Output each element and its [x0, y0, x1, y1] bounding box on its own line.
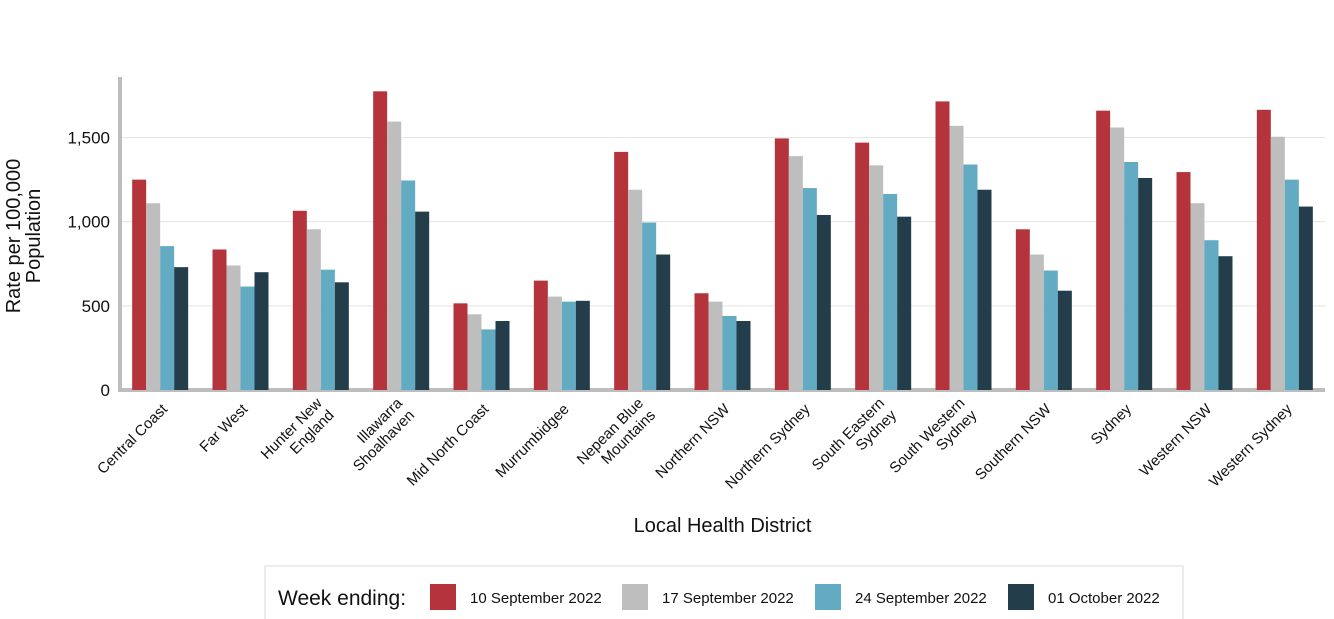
bar	[533, 280, 548, 390]
bar	[1176, 172, 1191, 390]
bar	[254, 272, 269, 390]
bar	[240, 286, 255, 390]
bar	[949, 125, 964, 390]
bar	[401, 180, 416, 390]
bar	[816, 214, 831, 390]
x-tick-label: Mid North Coast	[404, 400, 493, 489]
bar	[387, 121, 402, 390]
x-tick-label: South EasternSydney	[809, 394, 901, 486]
bar	[1043, 270, 1058, 390]
bar	[694, 293, 709, 390]
bar	[935, 101, 950, 390]
bar	[963, 164, 978, 390]
x-tick-label: Nepean BlueMountains	[574, 395, 659, 480]
bar	[547, 296, 562, 390]
y-tick-label: 500	[82, 297, 110, 316]
bar	[1110, 127, 1125, 390]
bar	[146, 203, 161, 390]
bar	[855, 142, 870, 390]
x-tick-label: Sydney	[1088, 400, 1136, 448]
bar	[1204, 240, 1219, 390]
y-tick-label: 1,500	[67, 129, 110, 148]
bar	[226, 265, 241, 390]
legend-title: Week ending:	[278, 587, 406, 610]
bar	[415, 211, 430, 390]
bar	[722, 315, 737, 390]
bar	[1256, 109, 1271, 390]
bar	[132, 179, 147, 390]
bar	[802, 188, 817, 390]
x-axis-title: Local Health District	[634, 515, 812, 537]
bar	[561, 301, 576, 390]
bar	[1270, 136, 1285, 390]
bar	[1057, 290, 1072, 390]
bar	[788, 156, 803, 390]
bar	[774, 138, 789, 390]
bar	[467, 314, 482, 390]
bar	[212, 249, 227, 390]
bar	[453, 303, 468, 390]
bar	[1190, 203, 1205, 390]
bar	[292, 210, 307, 390]
x-tick-label: Central Coast	[94, 400, 171, 477]
x-tick-label: Far West	[196, 400, 251, 455]
bar	[1298, 206, 1313, 390]
x-tick-label: Western Sydney	[1206, 400, 1296, 490]
legend-label: 24 September 2022	[855, 590, 987, 607]
bar	[160, 246, 175, 390]
bar	[977, 189, 992, 390]
bar	[736, 321, 751, 390]
x-tick-label: Northern Sydney	[722, 400, 814, 492]
bar	[1284, 179, 1299, 390]
x-tick-label: IllawarraShoalhaven	[338, 394, 419, 475]
x-tick-label: Western NSW	[1136, 400, 1216, 480]
legend-label: 01 October 2022	[1048, 590, 1160, 607]
x-tick-label: South WesternSydney	[886, 394, 980, 488]
bar	[174, 267, 189, 390]
bar	[1029, 254, 1044, 390]
y-tick-label: 1,000	[67, 213, 110, 232]
y-axis-title: Rate per 100,000Population	[3, 159, 45, 314]
legend-swatch	[430, 584, 456, 610]
bar	[628, 189, 643, 390]
legend-label: 10 September 2022	[470, 590, 602, 607]
x-tick-label: Murrumbidgee	[492, 401, 572, 481]
legend-label: 17 September 2022	[662, 590, 794, 607]
bar	[1096, 110, 1111, 390]
bar	[708, 301, 723, 390]
bar	[656, 254, 671, 390]
bar	[306, 229, 321, 390]
x-tick-label: Northern NSW	[652, 400, 734, 482]
bar	[495, 321, 510, 390]
bar	[1138, 177, 1153, 390]
bar	[869, 165, 884, 390]
bar	[1218, 256, 1233, 390]
legend-swatch	[622, 584, 648, 610]
y-tick-label: 0	[101, 381, 110, 400]
bar	[334, 282, 349, 390]
x-tick-label: Hunter NewEngland	[258, 395, 338, 475]
legend-swatch	[815, 584, 841, 610]
bar	[642, 222, 657, 390]
bar	[373, 91, 388, 390]
bar	[1124, 161, 1139, 390]
bar	[1015, 229, 1030, 390]
bar	[320, 269, 335, 390]
bar	[575, 300, 590, 390]
x-tick-label: Southern NSW	[972, 400, 1055, 483]
legend-swatch	[1008, 584, 1034, 610]
bar	[614, 151, 629, 390]
bar	[897, 216, 912, 390]
bar	[481, 329, 496, 390]
bar	[883, 193, 898, 390]
